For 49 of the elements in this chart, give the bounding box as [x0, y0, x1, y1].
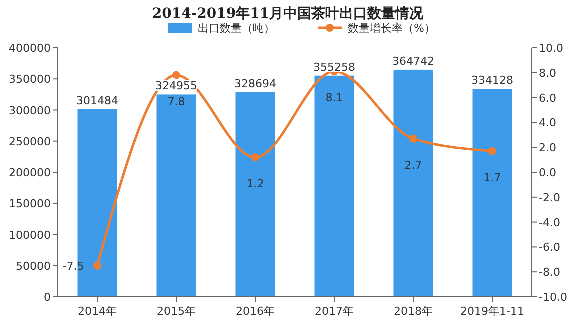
- y2-tick-label: 6.0: [539, 92, 556, 105]
- data-label: 7.8: [168, 95, 186, 108]
- y-tick-label: 300000: [9, 104, 51, 118]
- x-tick-label: 2015年: [157, 305, 196, 318]
- bar: [394, 70, 434, 297]
- point: [252, 154, 260, 162]
- x-tick-label: 2019年1-11: [460, 305, 524, 318]
- x-tick-label: 2016年: [236, 305, 275, 318]
- data-label: 301484: [76, 94, 118, 108]
- point: [94, 262, 102, 270]
- legend-label: 数量增长率（%）: [348, 22, 436, 35]
- data-label: 8.1: [326, 92, 344, 105]
- y2-tick-label: -6.0: [539, 241, 560, 254]
- y-tick-label: 0: [44, 291, 51, 304]
- data-label: 355258: [314, 60, 356, 74]
- data-label: 1.2: [246, 178, 264, 191]
- bar: [314, 76, 354, 297]
- point: [172, 71, 180, 80]
- y2-tick-label: -4.0: [539, 216, 560, 230]
- y-tick-label: 350000: [9, 73, 51, 86]
- point: [410, 134, 418, 143]
- y2-tick-label: 8.0: [539, 66, 556, 80]
- bar: [236, 92, 276, 297]
- y-tick-label: 400000: [9, 42, 51, 55]
- data-label: 2.7: [404, 158, 422, 172]
- data-label: 364742: [392, 54, 434, 68]
- y2-tick-label: -8.0: [539, 266, 560, 280]
- y-tick-label: 150000: [9, 198, 51, 211]
- y-tick-label: 250000: [9, 135, 51, 148]
- y-tick-label: 50000: [16, 260, 51, 273]
- y2-tick-label: 10.0: [539, 42, 564, 55]
- x-tick-label: 2018年: [394, 305, 433, 318]
- bar: [156, 94, 196, 297]
- x-tick-label: 2017年: [315, 305, 354, 318]
- y-tick-label: 100000: [9, 228, 51, 242]
- data-label: 328694: [234, 77, 276, 90]
- data-label: 1.7: [484, 171, 502, 184]
- y2-tick-label: 2.0: [539, 142, 556, 155]
- chart-title: 2014-2019年11月中国茶叶出口数量情况: [152, 6, 425, 22]
- y2-tick-label: -10.0: [539, 291, 568, 304]
- point: [488, 147, 496, 156]
- y2-tick-label: -2.0: [539, 191, 560, 204]
- y2-tick-label: 4.0: [539, 116, 556, 130]
- data-label: 334128: [472, 74, 514, 88]
- bar: [472, 89, 512, 297]
- y2-tick-label: 0.0: [539, 166, 556, 180]
- x-tick-label: 2014年: [78, 305, 117, 318]
- y-tick-label: 200000: [9, 166, 51, 180]
- legend-label: 出口数量（吨）: [198, 22, 275, 35]
